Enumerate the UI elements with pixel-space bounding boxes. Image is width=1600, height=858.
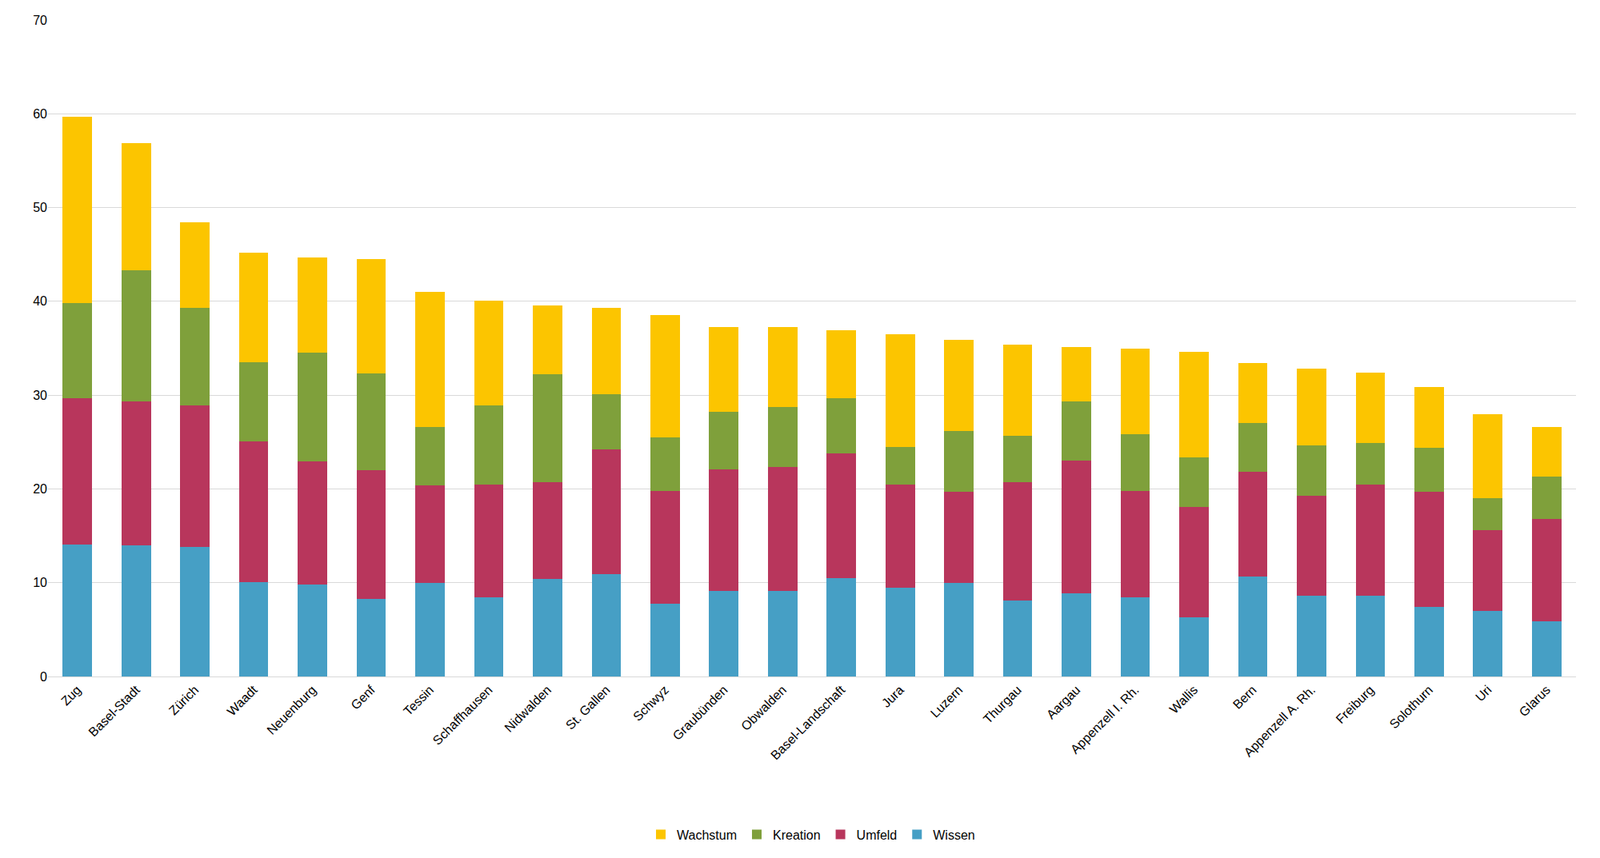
- svg-text:Appenzell I. Rh.: Appenzell I. Rh.: [1068, 683, 1142, 757]
- svg-text:St. Gallen: St. Gallen: [563, 683, 613, 733]
- svg-text:0: 0: [40, 670, 48, 684]
- svg-text:Freiburg: Freiburg: [1333, 683, 1377, 727]
- svg-text:20: 20: [32, 482, 48, 496]
- svg-text:70: 70: [32, 13, 48, 28]
- svg-text:60: 60: [32, 107, 48, 121]
- svg-text:Aargau: Aargau: [1044, 683, 1084, 723]
- svg-text:50: 50: [32, 200, 48, 215]
- svg-text:Nidwalden: Nidwalden: [501, 683, 554, 736]
- svg-text:Umfeld: Umfeld: [856, 828, 898, 843]
- svg-text:30: 30: [32, 388, 48, 403]
- svg-text:10: 10: [32, 576, 48, 590]
- svg-text:Schaffhausen: Schaffhausen: [430, 683, 496, 748]
- svg-text:Uri: Uri: [1472, 683, 1494, 704]
- svg-text:Graubünden: Graubünden: [670, 683, 731, 744]
- svg-text:Tessin: Tessin: [400, 683, 436, 719]
- svg-text:Obwalden: Obwalden: [738, 683, 789, 734]
- svg-text:Wachstum: Wachstum: [676, 828, 737, 843]
- svg-text:Kreation: Kreation: [772, 828, 821, 843]
- svg-text:Glarus: Glarus: [1516, 683, 1553, 720]
- svg-text:Zug: Zug: [58, 683, 84, 709]
- svg-text:Jura: Jura: [879, 683, 907, 711]
- svg-text:Schwyz: Schwyz: [630, 683, 672, 724]
- svg-text:Neuenburg: Neuenburg: [264, 683, 319, 738]
- svg-text:Bern: Bern: [1230, 683, 1260, 712]
- svg-text:Appenzell A. Rh.: Appenzell A. Rh.: [1241, 683, 1319, 760]
- svg-text:Waadt: Waadt: [224, 683, 261, 720]
- svg-text:Wallis: Wallis: [1167, 683, 1201, 717]
- svg-text:Luzern: Luzern: [928, 683, 966, 721]
- svg-text:Zürich: Zürich: [166, 683, 201, 718]
- svg-text:Genf: Genf: [348, 683, 378, 713]
- svg-text:Basel-Landschaft: Basel-Landschaft: [768, 683, 848, 764]
- svg-text:Wissen: Wissen: [932, 828, 975, 843]
- svg-text:Solothurn: Solothurn: [1387, 683, 1436, 732]
- svg-text:40: 40: [32, 294, 48, 308]
- svg-text:Basel-Stadt: Basel-Stadt: [85, 683, 143, 740]
- svg-text:Thurgau: Thurgau: [980, 683, 1024, 727]
